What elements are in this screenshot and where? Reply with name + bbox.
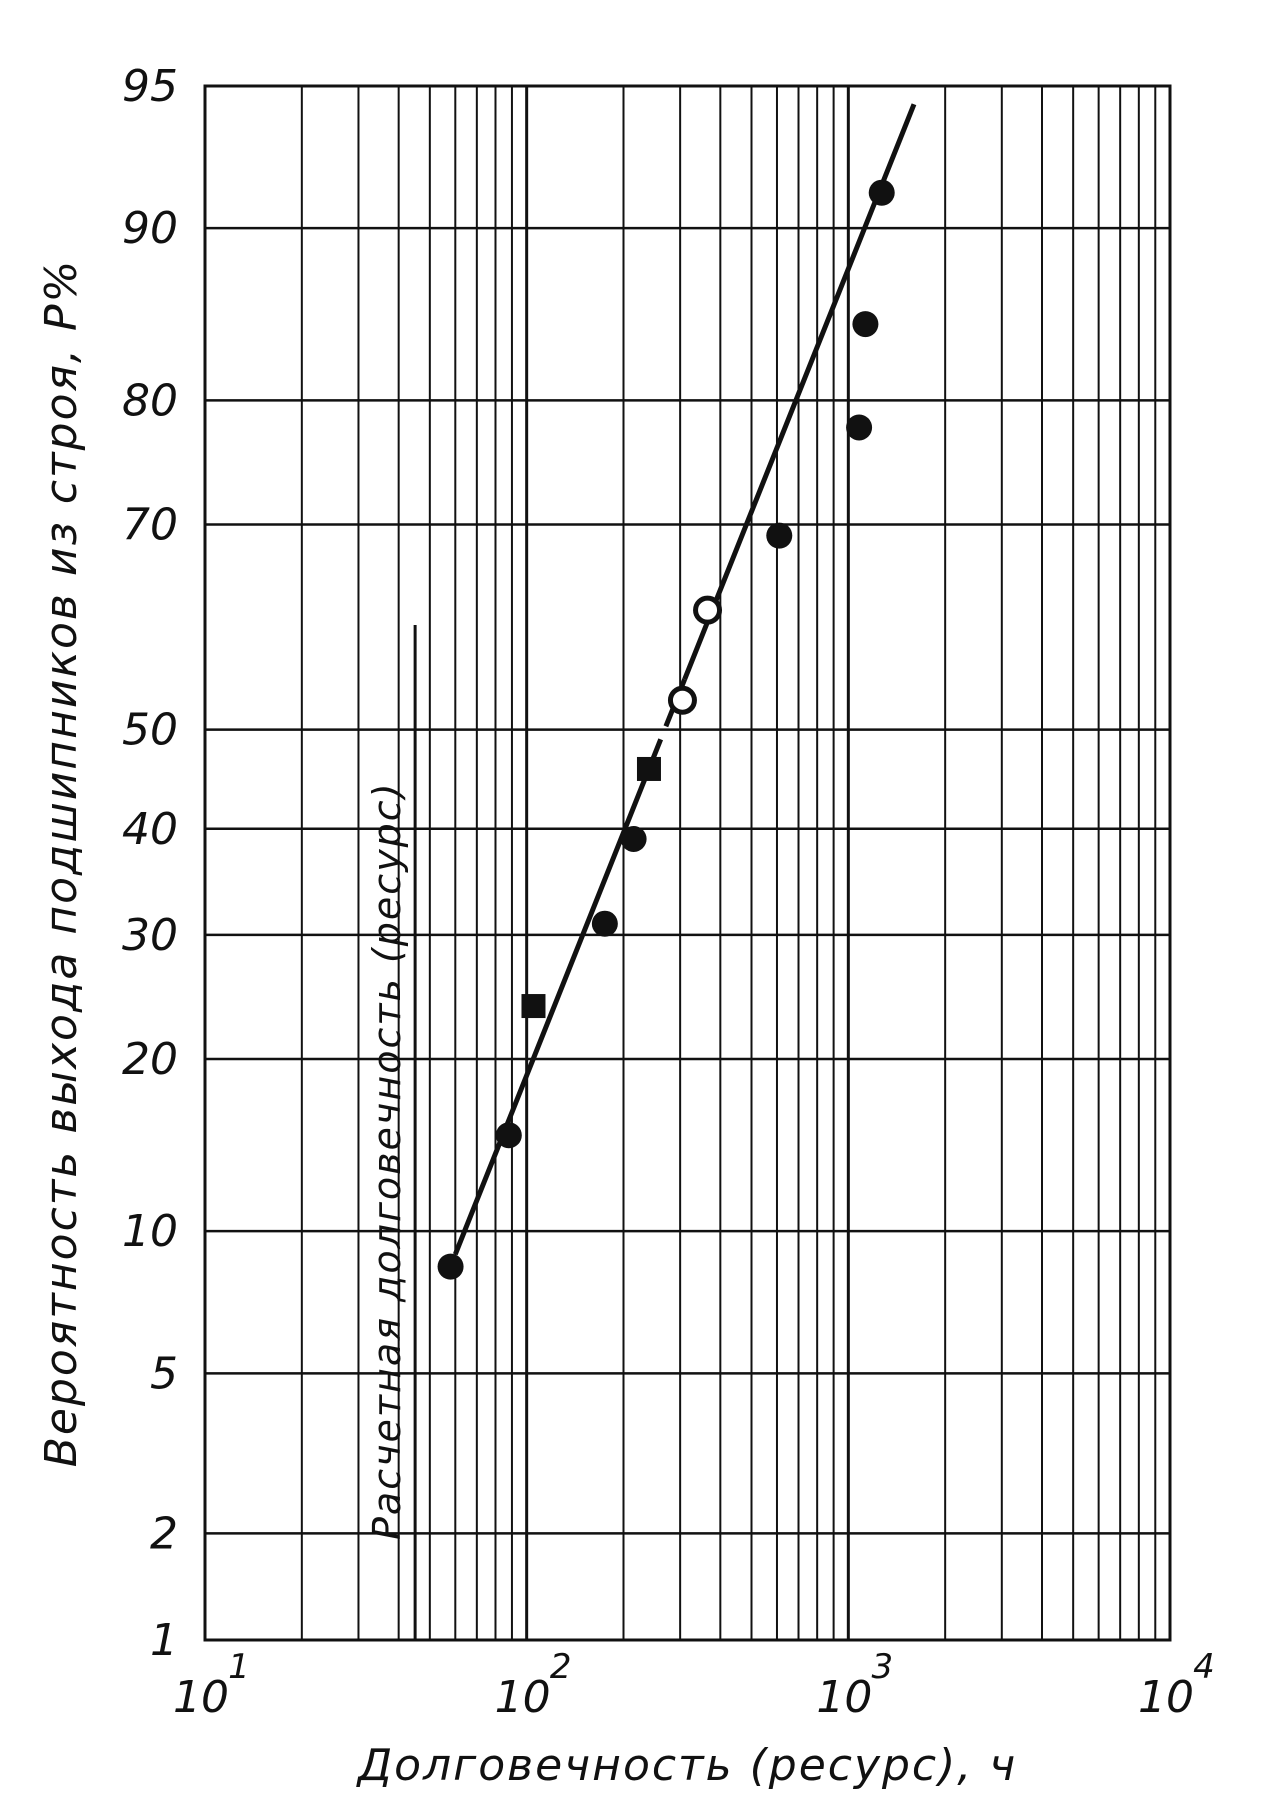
filled-circle-point: [766, 522, 793, 549]
filled-circle-point: [868, 179, 895, 206]
filled-circle-point: [846, 414, 873, 441]
x-tick-base: 10: [173, 1672, 229, 1723]
x-tick-exponent: 2: [550, 1647, 572, 1687]
filled-circle-point: [852, 311, 879, 338]
filled-square-point: [636, 756, 661, 781]
y-tick-label: 10: [122, 1206, 178, 1257]
y-tick-labels: 1 2 5 10 20 30 40 50 70 80 90 95: [122, 61, 178, 1666]
filled-circle-point: [591, 910, 618, 937]
filled-circle-point: [620, 825, 647, 852]
open-circle-point: [667, 685, 697, 715]
y-tick-label: 95: [122, 61, 178, 112]
y-tick-label: 2: [150, 1508, 178, 1559]
y-tick-label: 40: [122, 804, 178, 855]
y-tick-label: 90: [122, 203, 178, 254]
y-tick-label: 1: [150, 1615, 178, 1666]
x-tick-base: 10: [495, 1672, 551, 1723]
plot-frame: [203, 84, 1172, 1642]
y-tick-label: 50: [122, 705, 178, 756]
fit-line-lower: [452, 758, 655, 1256]
x-tick-label: 104: [1138, 1647, 1215, 1723]
filled-square-point: [521, 994, 546, 1019]
x-tick-base: 10: [816, 1672, 872, 1723]
data-points: [437, 179, 895, 1280]
design-life-annotation: Расчетная долговечность (ресурс): [365, 625, 417, 1640]
fit-line: [452, 103, 917, 1256]
x-tick-exponent: 1: [228, 1647, 250, 1687]
y-tick-label: 20: [122, 1034, 178, 1085]
x-tick-base: 10: [1138, 1672, 1194, 1723]
x-tick-label: 102: [495, 1647, 572, 1723]
y-tick-label: 70: [122, 499, 178, 550]
open-circle-point: [693, 595, 723, 625]
x-tick-exponent: 3: [872, 1647, 894, 1687]
filled-circle-point: [495, 1122, 522, 1149]
y-tick-label: 5: [150, 1348, 178, 1399]
grid-major-lines: [203, 84, 1170, 1642]
y-tick-label: 30: [122, 910, 178, 961]
y-axis-title: Вероятность выхода подшипников из строя,…: [36, 259, 87, 1468]
y-tick-label: 80: [122, 375, 178, 426]
filled-circle-point: [437, 1253, 464, 1280]
x-tick-label: 101: [173, 1647, 250, 1723]
grid-minor-lines: [300, 86, 1157, 1640]
x-tick-label: 103: [816, 1647, 893, 1723]
x-tick-exponent: 4: [1193, 1647, 1215, 1687]
x-axis-title: Долговечность (ресурс), ч: [356, 1740, 1018, 1791]
design-life-label: Расчетная долговечность (ресурс): [365, 781, 409, 1540]
